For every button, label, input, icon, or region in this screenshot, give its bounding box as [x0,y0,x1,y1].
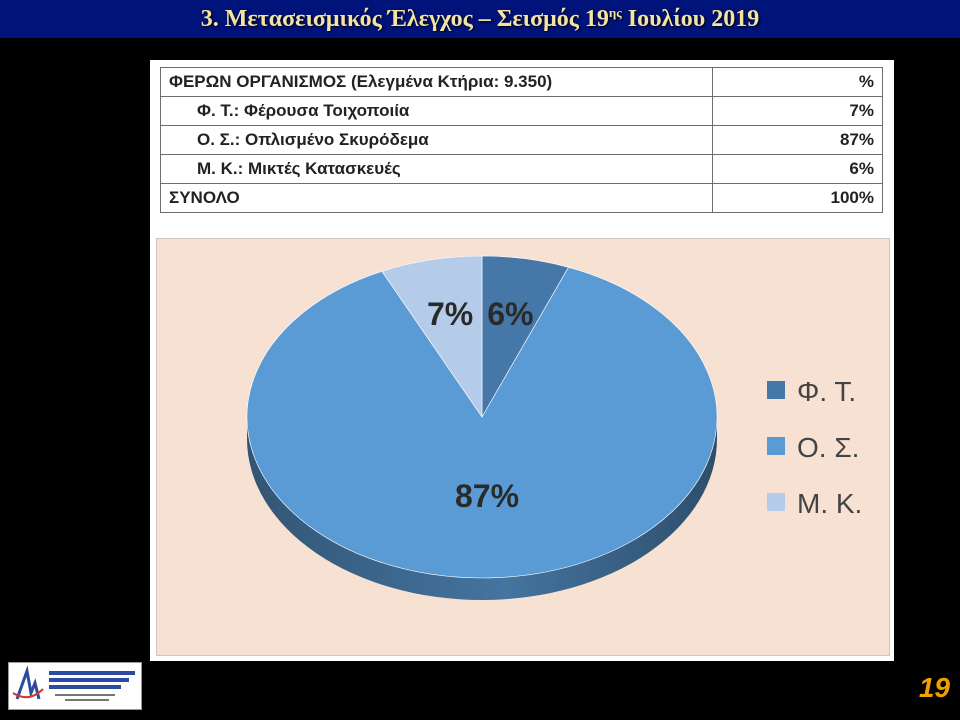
title-bar: 3. Μετασεισμικός Έλεγχος – Σεισμός 19ης … [0,0,960,38]
table-total-row: ΣΥΝΟΛΟ 100% [160,183,883,213]
pie-data-label-0: 6% [487,296,533,332]
legend-label-2: Μ. Κ. [797,488,862,519]
pie-data-label-2: 7% [427,296,473,332]
chart-area: 6% 87% 7% Φ. Τ. Ο. Σ. Μ. Κ. [156,238,890,656]
pie-slice-1 [246,266,718,579]
table-row: Φ. Τ.: Φέρουσα Τοιχοποιία 7% [160,96,883,126]
table-row-value: 6% [712,154,883,184]
content-panel: ΦΕΡΩΝ ΟΡΓΑΝΙΣΜΟΣ (Ελεγμένα Κτήρια: 9.350… [150,60,894,661]
legend-swatch-2 [767,493,785,511]
pie-data-label-1: 87% [455,478,519,514]
table-row-label: Φ. Τ.: Φέρουσα Τοιχοποιία [160,96,713,126]
structure-table: ΦΕΡΩΝ ΟΡΓΑΝΙΣΜΟΣ (Ελεγμένα Κτήρια: 9.350… [160,67,883,213]
legend-label-1: Ο. Σ. [797,432,859,463]
table-total-label: ΣΥΝΟΛΟ [160,183,713,213]
legend-label-0: Φ. Τ. [797,376,856,407]
legend-swatch-0 [767,381,785,399]
slide-title-end: Ιουλίου 2019 [621,6,760,32]
table-row: Μ. Κ.: Μικτές Κατασκευές 6% [160,154,883,184]
table-row-label: Μ. Κ.: Μικτές Κατασκευές [160,154,713,184]
pie-chart: 6% 87% 7% Φ. Τ. Ο. Σ. Μ. Κ. [246,255,862,600]
slide-title-sup: ης [608,5,622,20]
pie-slice-2 [381,255,483,418]
table-row-value: 87% [712,125,883,155]
page-number: 19 [918,672,950,703]
slide-title-main: 3. Μετασεισμικός Έλεγχος – Σεισμός 19 [200,6,609,32]
table-row-value: 7% [712,96,883,126]
table-header-row: ΦΕΡΩΝ ΟΡΓΑΝΙΣΜΟΣ (Ελεγμένα Κτήρια: 9.350… [160,67,883,97]
table-header-label: ΦΕΡΩΝ ΟΡΓΑΝΙΣΜΟΣ (Ελεγμένα Κτήρια: 9.350… [160,67,713,97]
table-row: Ο. Σ.: Οπλισμένο Σκυρόδεμα 87% [160,125,883,155]
table-header-value: % [712,67,883,97]
table-total-value: 100% [712,183,883,213]
table-row-label: Ο. Σ.: Οπλισμένο Σκυρόδεμα [160,125,713,155]
slide-title: 3. Μετασεισμικός Έλεγχος – Σεισμός 19ης … [201,5,759,33]
legend-swatch-1 [767,437,785,455]
conference-logo [8,662,142,710]
